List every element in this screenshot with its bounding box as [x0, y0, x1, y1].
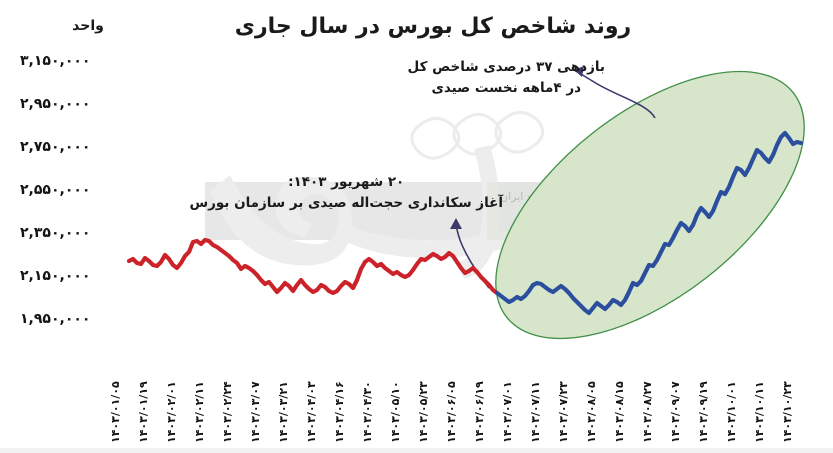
bottom-divider	[0, 448, 833, 453]
y-tick-label: ۲,۹۵۰,۰۰۰	[20, 96, 91, 112]
y-tick-label: ۱,۹۵۰,۰۰۰	[20, 311, 91, 327]
event-annotation-line2: آغاز سکانداری حجت‌اله صیدی بر سازمان بور…	[189, 194, 503, 211]
growth-annotation: بازدهی ۳۷ درصدی شاخص کل در ۴ماهه نخست صی…	[408, 57, 605, 99]
growth-annotation-line2: در ۴ماهه نخست صیدی	[431, 79, 582, 96]
series-line-red	[126, 237, 500, 296]
y-tick-label: ۲,۳۵۰,۰۰۰	[20, 225, 91, 241]
y-tick-label: ۲,۷۵۰,۰۰۰	[20, 139, 91, 155]
event-arrow-head	[450, 218, 462, 229]
y-tick-label: ۲,۱۵۰,۰۰۰	[20, 268, 91, 284]
event-annotation: ۲۰ شهریور ۱۴۰۳: آغاز سکانداری حجت‌اله صی…	[189, 172, 503, 214]
y-axis-unit-label: واحد	[72, 18, 104, 34]
growth-annotation-line1: بازدهی ۳۷ درصدی شاخص کل	[407, 59, 605, 75]
series-line-blue	[494, 130, 804, 316]
event-annotation-line1: ۲۰ شهریور ۱۴۰۳:	[288, 174, 405, 190]
y-tick-label: ۳,۱۵۰,۰۰۰	[20, 53, 91, 69]
highlight-ellipse	[495, 70, 805, 340]
y-tick-label: ۲,۵۵۰,۰۰۰	[20, 182, 91, 198]
page-title: روند شاخص کل بورس در سال جاری	[234, 14, 632, 39]
y-axis-labels: ۳,۱۵۰,۰۰۰ ۲,۹۵۰,۰۰۰ ۲,۷۵۰,۰۰۰ ۲,۵۵۰,۰۰۰ …	[0, 0, 130, 340]
growth-arrow-head	[574, 66, 584, 77]
